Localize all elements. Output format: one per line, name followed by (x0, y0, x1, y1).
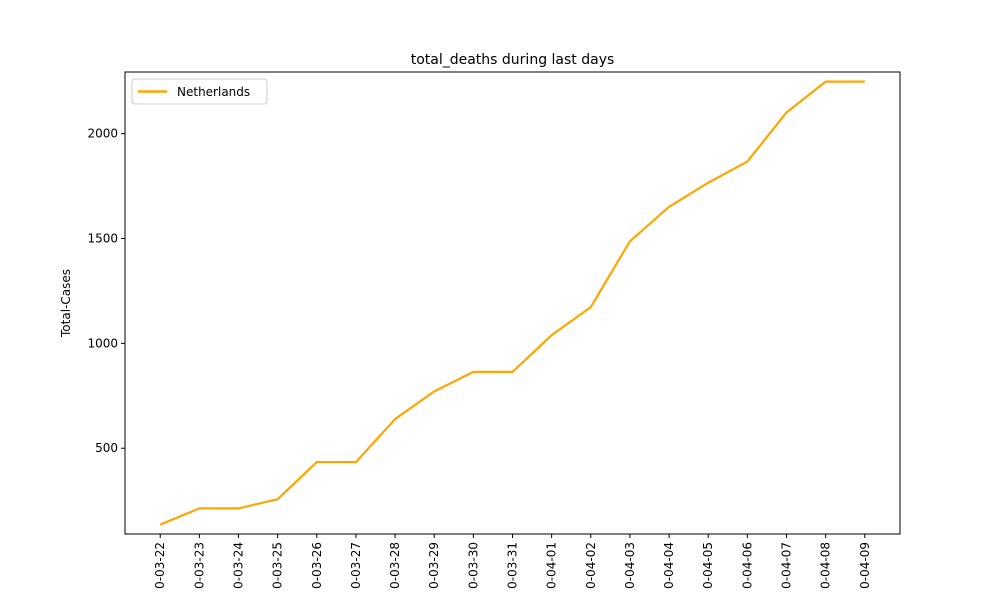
x-tick-label: 0-04-07 (779, 542, 793, 589)
x-tick-label: 0-03-25 (271, 542, 285, 589)
legend-box (131, 78, 268, 105)
x-tick-label: 0-03-24 (232, 542, 246, 589)
x-tick-label: 0-03-28 (388, 542, 402, 589)
x-tick-label: 0-03-23 (192, 542, 206, 589)
x-tick-label: 0-04-02 (584, 542, 598, 589)
x-tick-label: 0-04-06 (740, 542, 754, 589)
y-axis-label: Total-Cases (59, 269, 73, 338)
x-tick-label: 0-04-03 (623, 542, 637, 589)
x-tick-label: 0-04-05 (701, 542, 715, 589)
x-tick-label: 0-04-09 (858, 542, 872, 589)
x-tick-label: 0-04-08 (819, 542, 833, 589)
x-tick-label: 0-03-30 (466, 542, 480, 589)
x-tick-label: 0-03-31 (506, 542, 520, 589)
x-tick-label: 0-04-01 (545, 542, 559, 589)
x-tick-label: 0-04-04 (662, 542, 676, 589)
series-line-netherlands (159, 80, 865, 526)
x-axis-ticks: 0-03-22 0-03-23 0-03-24 0-03-25 0-03-26 0-03-… (153, 534, 872, 589)
x-tick-label: 0-03-27 (349, 542, 363, 589)
plot-area-frame (124, 71, 901, 535)
x-tick-label: 0-03-29 (427, 542, 441, 589)
series-layer (159, 80, 865, 526)
y-tick-label: 1500 (87, 232, 118, 246)
y-tick-label: 1000 (87, 336, 118, 350)
y-tick-label: 500 (95, 441, 118, 455)
y-tick-label: 2000 (87, 127, 118, 141)
x-tick-label: 0-03-22 (153, 542, 167, 589)
x-tick-label: 0-03-26 (310, 542, 324, 589)
legend-label-netherlands: Netherlands (177, 85, 250, 99)
chart-title: total_deaths during last days (411, 52, 615, 68)
y-axis-ticks: 500 1000 1500 2000 (87, 127, 125, 455)
legend: Netherlands (131, 78, 268, 105)
